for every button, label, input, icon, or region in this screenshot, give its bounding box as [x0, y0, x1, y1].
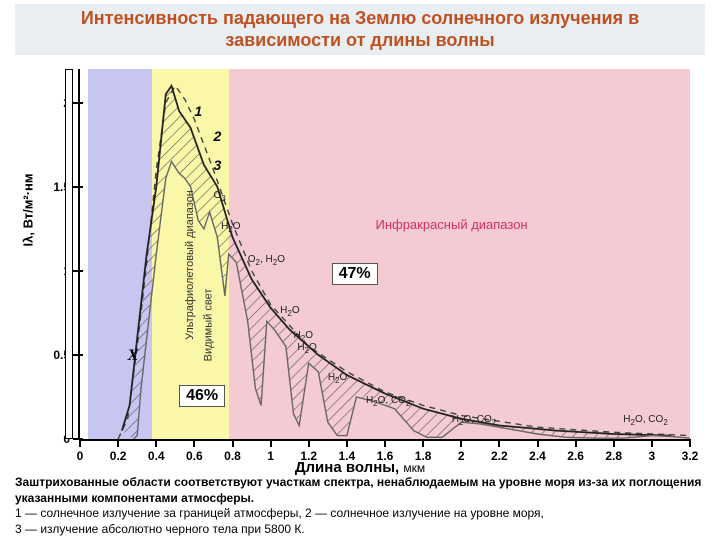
absorb-label-1: H2O — [221, 221, 240, 234]
caption-line1: Заштрихованные области соответствуют уча… — [15, 475, 701, 505]
curve-top_atm — [122, 86, 671, 436]
absorb-label-8: H2O, CO2 — [452, 414, 496, 427]
uv-band-label: Ультрафиолетовый диапазон — [184, 190, 196, 340]
x-symbol: X — [128, 347, 139, 365]
y-scale-bar — [65, 69, 73, 439]
chart-title-box: Интенсивность падающего на Землю солнечн… — [15, 4, 705, 55]
absorb-label-5: H2O — [297, 342, 316, 355]
pct-box-0: 46% — [179, 385, 225, 407]
visible-band-label: Видимый свет — [203, 289, 215, 362]
chart-title: Интенсивность падающего на Землю солнечн… — [25, 8, 695, 51]
absorb-label-2: O2, H2O — [248, 254, 285, 267]
curve-label-3: 3 — [213, 157, 221, 173]
caption: Заштрихованные области соответствуют уча… — [15, 475, 705, 537]
chart-area: Iλ, Вт/м²·нм 00.511.52 Ультрафиолетовый … — [20, 59, 700, 469]
absorb-label-3: H2O — [280, 305, 299, 318]
absorb-label-9: H2O, CO2 — [623, 414, 667, 427]
x-axis-label: Длина волны, мкм — [20, 459, 700, 476]
pct-box-1: 47% — [332, 263, 378, 285]
caption-line2: 1 — солнечное излучение за границей атмо… — [15, 506, 544, 520]
curve-label-1: 1 — [194, 103, 202, 119]
y-axis-label: Iλ, Вт/м²·нм — [21, 174, 36, 247]
absorb-label-0: O3 — [213, 190, 225, 203]
absorb-label-6: H2O — [328, 372, 347, 385]
x-axis: 00.20.40.60.811.21.41.61.822.22.42.62.83… — [80, 439, 690, 459]
ir-band-label: Инфракрасный диапазон — [375, 217, 527, 232]
curve-label-2: 2 — [213, 128, 221, 144]
caption-line3: 3 — излучение абсолютно черного тела при… — [15, 522, 305, 536]
plot-region: Ультрафиолетовый диапазон Видимый свет 12 3… — [80, 69, 690, 439]
curves-svg — [80, 69, 690, 439]
absorb-label-7: H2O, CO2 — [366, 395, 410, 408]
